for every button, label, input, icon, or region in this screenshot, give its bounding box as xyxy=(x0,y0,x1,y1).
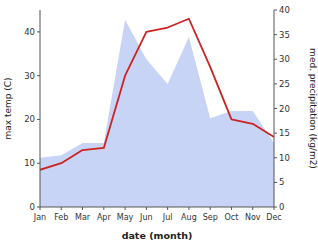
y2-tick xyxy=(274,59,277,60)
chart-container: 0 10 20 30 40 0 5 10 15 20 25 30 35 40 Jan Feb Mar Apr May… xyxy=(0,0,318,247)
y-axis-line xyxy=(40,10,41,207)
y-tick xyxy=(37,119,40,120)
x-tick-label: Jan xyxy=(33,213,46,222)
y-tick xyxy=(37,163,40,164)
y2-tick xyxy=(274,182,277,183)
x-tick xyxy=(40,207,41,210)
x-tick xyxy=(210,207,211,210)
x-tick xyxy=(188,207,189,210)
y2-tick-label: 25 xyxy=(279,79,290,89)
y2-tick xyxy=(274,157,277,158)
x-tick xyxy=(231,207,232,210)
x-tick xyxy=(103,207,104,210)
x-tick xyxy=(82,207,83,210)
x-tick xyxy=(252,207,253,210)
x-tick xyxy=(61,207,62,210)
y-tick-label: 40 xyxy=(24,27,35,37)
y-tick xyxy=(37,31,40,32)
x-tick-label: Oct xyxy=(225,213,239,222)
temp-line xyxy=(40,19,274,170)
y2-tick xyxy=(274,83,277,84)
precip-area xyxy=(40,20,274,207)
y2-tick xyxy=(274,108,277,109)
y-tick-label: 0 xyxy=(30,202,35,212)
y2-axis-label: med. precipitation (kg/m2) xyxy=(308,48,318,169)
x-tick xyxy=(146,207,147,210)
y2-tick-label: 5 xyxy=(279,177,284,187)
y-tick-label: 20 xyxy=(24,114,35,124)
y2-tick-label: 40 xyxy=(279,5,290,15)
x-tick-label: Jun xyxy=(139,213,153,222)
x-tick-label: Aug xyxy=(181,213,197,222)
x-tick xyxy=(125,207,126,210)
plot-area xyxy=(40,19,274,207)
x-tick-label: Jul xyxy=(162,213,173,222)
x-tick-label: Feb xyxy=(54,213,68,222)
y2-tick-label: 30 xyxy=(279,54,290,64)
y-tick-label: 10 xyxy=(24,158,35,168)
y2-tick-label: 35 xyxy=(279,30,290,40)
y2-tick xyxy=(274,34,277,35)
x-tick-label: Mar xyxy=(75,213,91,222)
x-tick-label: Apr xyxy=(97,213,112,222)
y-axis-label: max temp (C) xyxy=(3,77,13,139)
x-tick xyxy=(167,207,168,210)
y-tick-label: 30 xyxy=(24,71,35,81)
x-tick-label: Dec xyxy=(266,213,281,222)
y-tick xyxy=(37,75,40,76)
y2-tick xyxy=(274,10,277,11)
y2-tick-label: 20 xyxy=(279,104,290,114)
x-tick-label: Nov xyxy=(245,213,261,222)
x-axis-label: date (month) xyxy=(122,230,193,241)
x-axis-line xyxy=(40,207,274,208)
y2-tick-label: 10 xyxy=(279,153,290,163)
x-tick xyxy=(274,207,275,210)
y2-tick-label: 15 xyxy=(279,128,290,138)
y2-tick xyxy=(274,133,277,134)
y2-tick-label: 0 xyxy=(279,202,284,212)
x-tick-label: May xyxy=(117,213,134,222)
chart-svg: 0 10 20 30 40 0 5 10 15 20 25 30 35 40 Jan Feb Mar Apr May… xyxy=(0,0,318,247)
x-tick-label: Sep xyxy=(203,213,218,222)
